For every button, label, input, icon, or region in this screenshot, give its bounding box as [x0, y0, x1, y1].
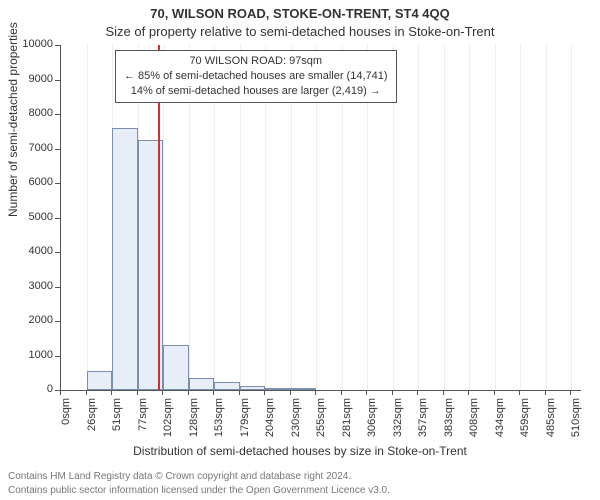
- histogram-bar: [189, 378, 215, 390]
- y-tick-label: 8000: [15, 107, 53, 119]
- grid-line: [87, 45, 88, 390]
- y-tick-label: 4000: [15, 245, 53, 257]
- x-tick-mark: [545, 390, 546, 395]
- x-tick-mark: [366, 390, 367, 395]
- y-tick-mark: [55, 149, 60, 150]
- grid-line: [418, 45, 419, 390]
- x-tick-mark: [290, 390, 291, 395]
- y-tick-mark: [55, 114, 60, 115]
- y-tick-label: 9000: [15, 73, 53, 85]
- x-tick-label: 230sqm: [290, 398, 302, 448]
- x-tick-mark: [443, 390, 444, 395]
- y-tick-label: 7000: [15, 142, 53, 154]
- chart-container: 70, WILSON ROAD, STOKE-ON-TRENT, ST4 4QQ…: [0, 0, 600, 500]
- footer-line2: Contains public sector information licen…: [8, 485, 390, 496]
- y-tick-mark: [55, 321, 60, 322]
- histogram-bar: [112, 128, 138, 390]
- x-tick-label: 26sqm: [86, 398, 98, 448]
- y-tick-label: 5000: [15, 211, 53, 223]
- x-tick-mark: [468, 390, 469, 395]
- y-tick-label: 3000: [15, 280, 53, 292]
- y-tick-mark: [55, 390, 60, 391]
- info-box: 70 WILSON ROAD: 97sqm ← 85% of semi-deta…: [115, 50, 397, 103]
- x-tick-label: 357sqm: [417, 398, 429, 448]
- x-tick-label: 434sqm: [494, 398, 506, 448]
- x-tick-label: 51sqm: [111, 398, 123, 448]
- x-tick-label: 332sqm: [392, 398, 404, 448]
- x-tick-mark: [111, 390, 112, 395]
- chart-title-line2: Size of property relative to semi-detach…: [0, 24, 600, 39]
- x-tick-label: 510sqm: [570, 398, 582, 448]
- y-tick-mark: [55, 183, 60, 184]
- x-tick-mark: [417, 390, 418, 395]
- footer-line1: Contains HM Land Registry data © Crown c…: [8, 471, 351, 482]
- chart-title-line1: 70, WILSON ROAD, STOKE-ON-TRENT, ST4 4QQ: [0, 6, 600, 21]
- x-tick-mark: [315, 390, 316, 395]
- x-tick-mark: [137, 390, 138, 395]
- grid-line: [571, 45, 572, 390]
- x-tick-mark: [162, 390, 163, 395]
- y-tick-mark: [55, 356, 60, 357]
- y-tick-mark: [55, 287, 60, 288]
- info-box-line2: ← 85% of semi-detached houses are smalle…: [124, 69, 388, 84]
- x-tick-mark: [213, 390, 214, 395]
- x-tick-mark: [86, 390, 87, 395]
- x-tick-mark: [60, 390, 61, 395]
- x-tick-mark: [392, 390, 393, 395]
- x-tick-mark: [494, 390, 495, 395]
- y-tick-mark: [55, 45, 60, 46]
- x-tick-label: 102sqm: [162, 398, 174, 448]
- histogram-bar: [291, 388, 317, 390]
- x-tick-label: 128sqm: [188, 398, 200, 448]
- y-tick-mark: [55, 252, 60, 253]
- y-tick-label: 2000: [15, 314, 53, 326]
- y-tick-label: 0: [15, 383, 53, 395]
- y-tick-label: 6000: [15, 176, 53, 188]
- x-tick-label: 0sqm: [60, 398, 72, 448]
- grid-line: [495, 45, 496, 390]
- grid-line: [444, 45, 445, 390]
- x-tick-mark: [519, 390, 520, 395]
- x-tick-label: 408sqm: [468, 398, 480, 448]
- grid-line: [520, 45, 521, 390]
- y-tick-label: 10000: [15, 38, 53, 50]
- x-tick-label: 204sqm: [264, 398, 276, 448]
- x-tick-label: 459sqm: [519, 398, 531, 448]
- x-tick-label: 485sqm: [545, 398, 557, 448]
- grid-line: [469, 45, 470, 390]
- histogram-bar: [240, 386, 266, 390]
- x-tick-mark: [341, 390, 342, 395]
- x-tick-mark: [570, 390, 571, 395]
- x-tick-label: 153sqm: [213, 398, 225, 448]
- x-tick-mark: [239, 390, 240, 395]
- x-tick-label: 179sqm: [239, 398, 251, 448]
- grid-line: [546, 45, 547, 390]
- histogram-bar: [163, 345, 189, 390]
- x-tick-label: 306sqm: [366, 398, 378, 448]
- y-tick-mark: [55, 218, 60, 219]
- x-tick-label: 255sqm: [315, 398, 327, 448]
- histogram-bar: [265, 388, 291, 390]
- x-tick-label: 77sqm: [137, 398, 149, 448]
- y-tick-label: 1000: [15, 349, 53, 361]
- info-box-line1: 70 WILSON ROAD: 97sqm: [124, 54, 388, 69]
- histogram-bar: [214, 382, 240, 390]
- x-tick-mark: [188, 390, 189, 395]
- y-tick-mark: [55, 80, 60, 81]
- histogram-bar: [87, 371, 113, 390]
- x-tick-label: 383sqm: [443, 398, 455, 448]
- x-tick-label: 281sqm: [341, 398, 353, 448]
- info-box-line3: 14% of semi-detached houses are larger (…: [124, 84, 388, 99]
- x-tick-mark: [264, 390, 265, 395]
